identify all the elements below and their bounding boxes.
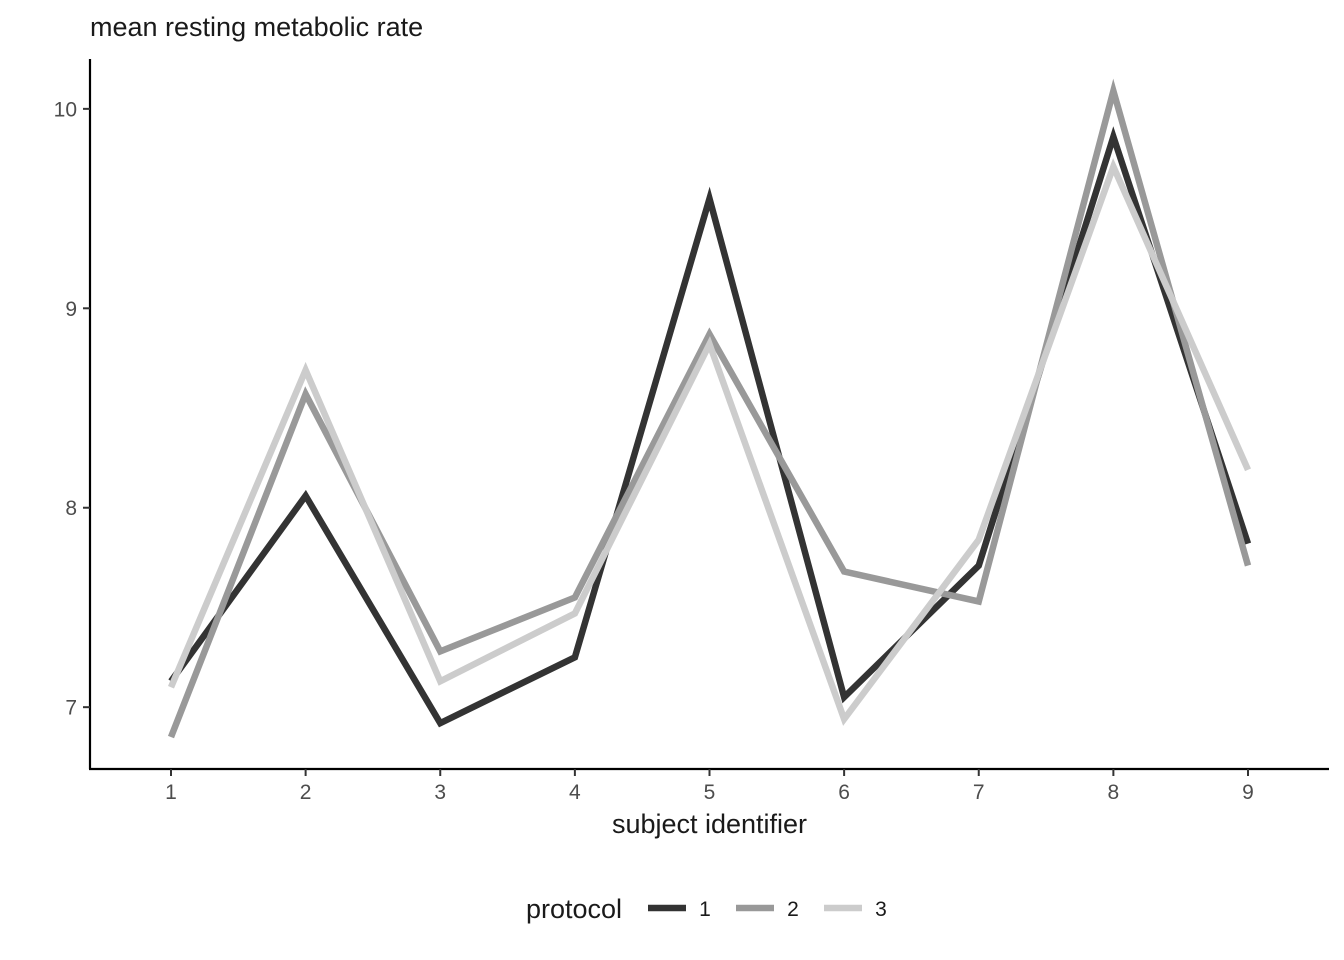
x-tick-label: 1 <box>165 781 177 804</box>
y-tick-label: 10 <box>54 98 77 121</box>
x-tick-label: 5 <box>704 781 716 804</box>
x-tick-label: 3 <box>434 781 446 804</box>
x-tick-label: 4 <box>569 781 581 804</box>
chart-title: mean resting metabolic rate <box>90 12 423 42</box>
legend: protocol 1 2 3 <box>526 894 887 924</box>
x-axis-title: subject identifier <box>612 809 807 839</box>
x-tick-label: 2 <box>300 781 312 804</box>
x-tick-label: 7 <box>973 781 985 804</box>
x-ticks: 1 2 3 4 5 6 7 8 9 <box>165 769 1254 804</box>
y-tick-label: 7 <box>65 697 77 720</box>
legend-title: protocol <box>526 894 622 924</box>
x-tick-label: 6 <box>838 781 850 804</box>
y-tick-label: 8 <box>65 497 77 520</box>
series-layer <box>167 78 1252 739</box>
y-ticks: 7 8 9 10 <box>54 98 90 720</box>
legend-label-protocol-1: 1 <box>699 898 711 921</box>
x-tick-label: 9 <box>1242 781 1254 804</box>
x-tick-label: 8 <box>1108 781 1120 804</box>
y-tick-label: 9 <box>65 298 77 321</box>
legend-label-protocol-3: 3 <box>875 898 887 921</box>
legend-label-protocol-2: 2 <box>787 898 799 921</box>
